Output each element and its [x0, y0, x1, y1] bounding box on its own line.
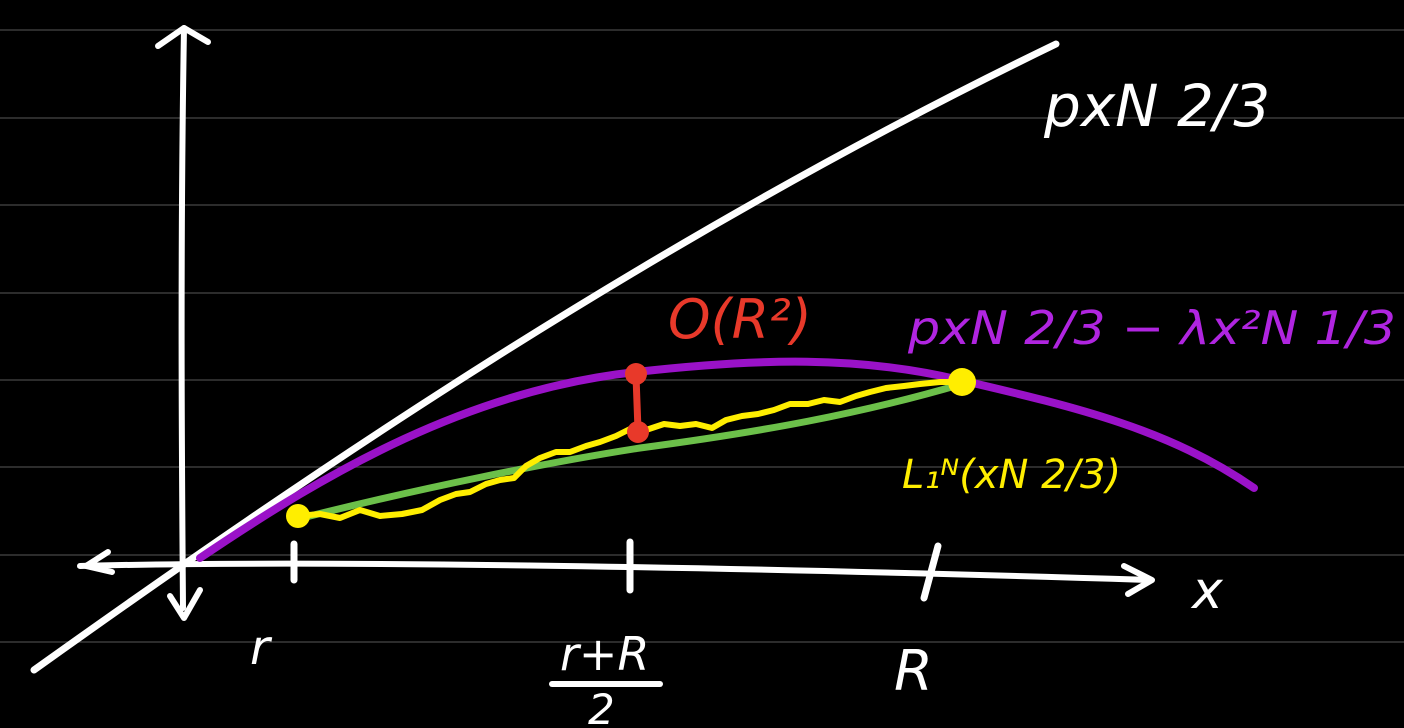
- parabola-curve: [196, 357, 1258, 562]
- error-bar: [632, 372, 642, 434]
- tangent-line: [30, 40, 1060, 674]
- x-axis-arrowhead-left: [83, 549, 115, 575]
- path-end-point: [948, 368, 976, 396]
- tick-r-label: r: [250, 620, 273, 676]
- x-axis-arrowhead-right: [1121, 563, 1155, 597]
- y-axis: [178, 25, 187, 611]
- notebook-rule-lines: [0, 29, 1404, 643]
- chord-line: [290, 380, 966, 524]
- error-bar-top-dot: [625, 363, 647, 385]
- y-axis-arrowhead-top: [155, 25, 211, 49]
- path-label: L₁ᴺ(xN 2/3): [902, 452, 1121, 498]
- parabola-label: pxN 2/3 − λx²N 1/3: [907, 301, 1396, 355]
- tangent-line-label: pxN 2/3: [1043, 72, 1270, 140]
- path-start-point: [286, 504, 310, 528]
- tick-R: [920, 542, 942, 602]
- tick-R-label: R: [894, 639, 933, 704]
- error-bar-bottom-dot: [627, 421, 649, 443]
- big-o-label: O(R²): [668, 288, 812, 351]
- x-axis-label: x: [1190, 561, 1224, 621]
- tick-mid-denominator: 2: [588, 685, 615, 728]
- tick-mid-numerator: r+R: [560, 627, 649, 681]
- y-axis-arrowhead-bottom: [167, 587, 203, 621]
- x-axis: [77, 560, 1153, 583]
